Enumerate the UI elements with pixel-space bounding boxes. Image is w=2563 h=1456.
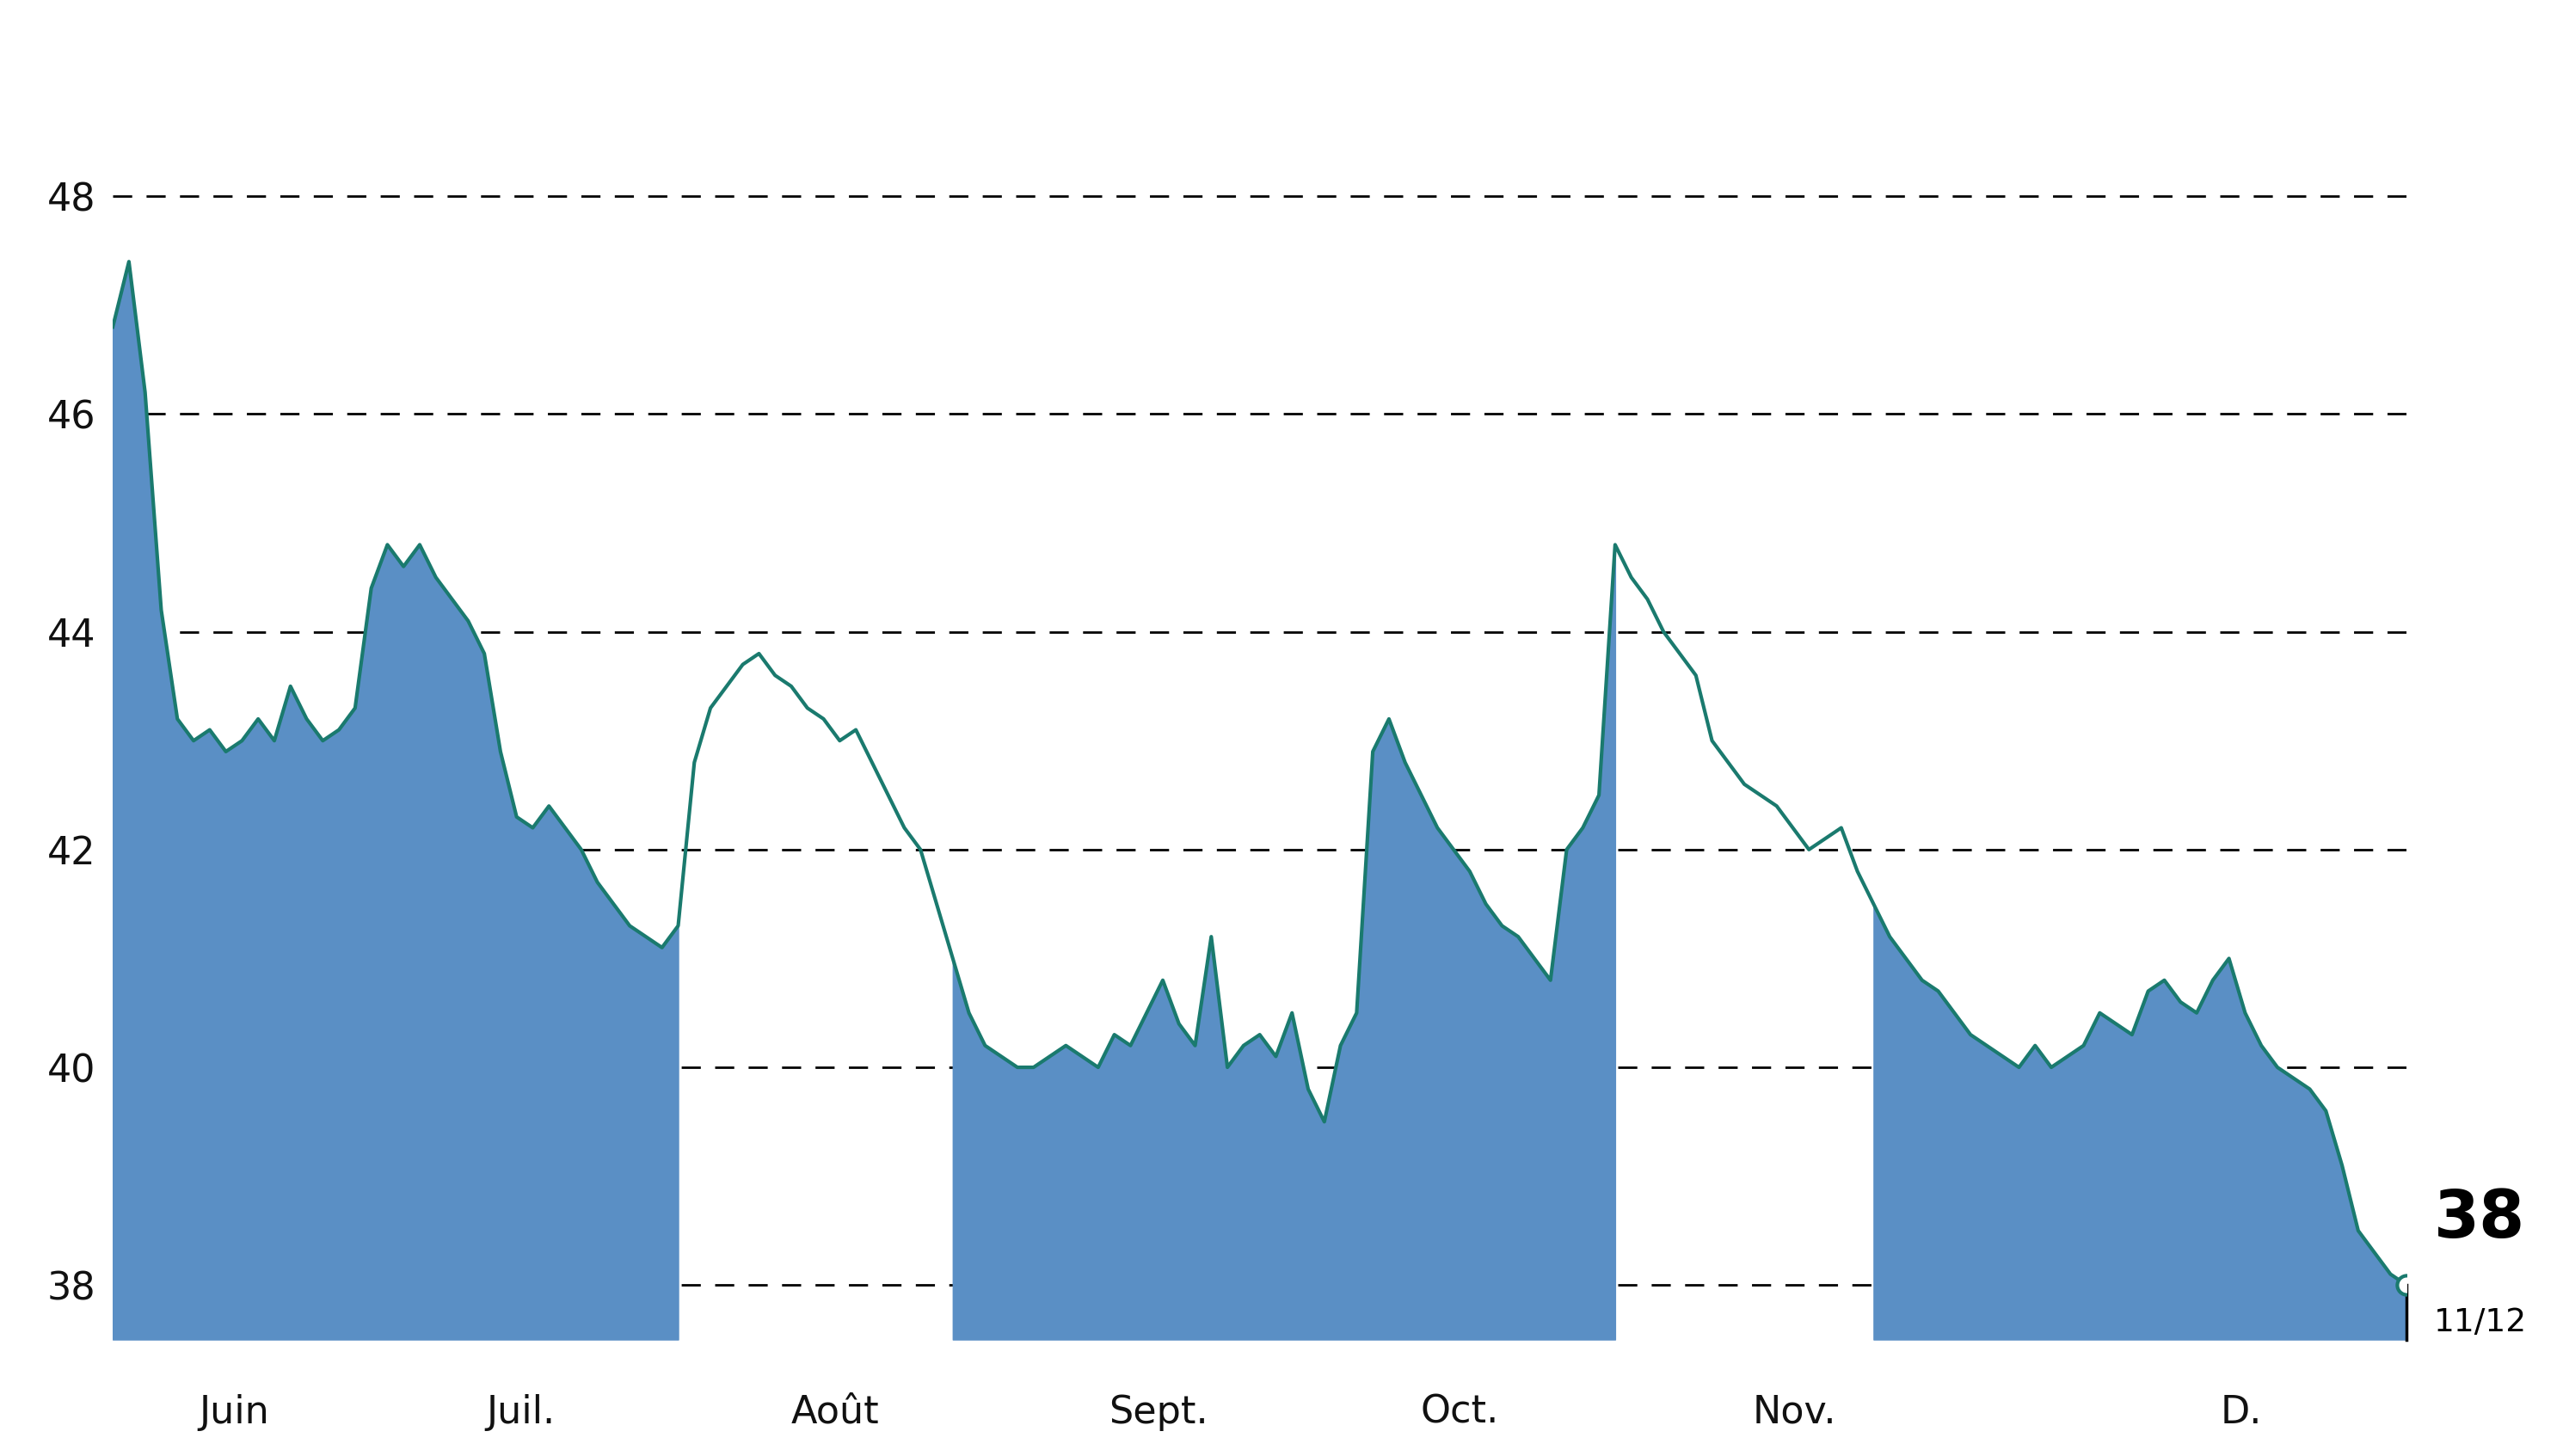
Text: Juil.: Juil. <box>487 1393 556 1431</box>
Text: Nov.: Nov. <box>1753 1393 1835 1431</box>
Text: Sept.: Sept. <box>1110 1393 1210 1431</box>
Text: Oct.: Oct. <box>1420 1393 1499 1431</box>
Text: PAREF: PAREF <box>1115 4 1448 95</box>
Text: 11/12: 11/12 <box>2435 1307 2527 1338</box>
Text: 38: 38 <box>2435 1188 2525 1252</box>
Text: Juin: Juin <box>200 1393 269 1431</box>
Text: D.: D. <box>2220 1393 2263 1431</box>
Text: Août: Août <box>792 1393 879 1431</box>
